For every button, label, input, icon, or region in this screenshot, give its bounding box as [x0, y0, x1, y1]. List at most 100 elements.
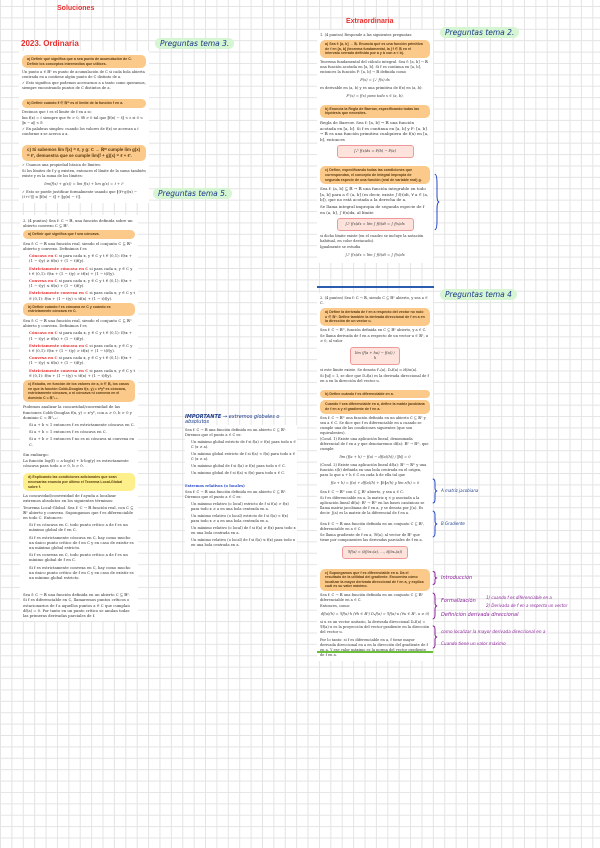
answer-text: si este límite existe. Se denota f'ᵤ(a),… [320, 367, 418, 372]
extremo-item: Un máximo global de f si f(a) ≥ f(x) par… [191, 464, 286, 468]
answer-text: Se llama gradiente de f en a, ∇f(a), al … [320, 532, 423, 542]
theorem-item: Si f es estrictamente cóncava en C, hay … [29, 534, 134, 551]
tag-tema-5: Preguntas tema 5. [153, 188, 233, 199]
question-d: d) Explicando las condiciones adicionale… [23, 473, 135, 492]
condition-1: (Cond. 1) Existe una aplicación lineal, … [320, 436, 429, 451]
question-a: a) Define la derivada de f en a respecto… [320, 308, 430, 326]
question-intro: 1. (4 puntos) Responde a las siguientes … [320, 33, 413, 37]
formula: df(a)(h) = ∇f(a)·h (∀h ∈ ℝⁿ) Dᵤf(a) = ∇f… [320, 611, 430, 616]
question-b: b) Definir cuándo f es cóncava en C y cu… [23, 302, 135, 316]
question-intro: 2. (4 puntos) Sea f: C → ℝ, siendo C ⊆ ℝ… [320, 296, 428, 305]
tema4-section: 2. (4 puntos) Sea f: C → ℝ, siendo C ⊆ ℝ… [317, 293, 433, 661]
brace-icon [432, 478, 438, 504]
extremo-item: Un mínimo relativo (o local) de f si f(a… [191, 538, 295, 547]
def-term: Convexa en C [29, 355, 58, 361]
theorem-item: Si f es convexa en C, todo punto crítico… [29, 552, 128, 563]
answer-text: Si ‖u‖ = 1, se dice que Dᵤf(a) es la der… [320, 373, 429, 383]
formula: f(a + h) = f(a) + df(a)(h) + ‖h‖ε(h) y l… [330, 480, 420, 485]
note-valor-maximo: Cuando tiene un valor máximo [441, 641, 506, 646]
question-intro: 2. (4 puntos) Sea f: C → ℝ, una función … [23, 217, 133, 228]
note-derivada-direccional: Definición derivada direccional [441, 612, 519, 618]
theorem-text: Regla de Barrow. Sea f: [a, b] → ℝ una f… [320, 119, 429, 142]
note-mayor-derivada: como localizar la mayor derivada direcci… [441, 629, 546, 634]
note-condition-1: 1) cuando f es diferenciable en a [486, 595, 552, 600]
tema5-section: 2. (4 puntos) Sea f: C → ℝ, una función … [20, 214, 138, 622]
answer-text: Se llama derivada de f en a respecto de … [320, 333, 429, 343]
def-term: Estrictamente cóncava en C [29, 342, 89, 348]
def-item: Cóncava en C si para cada x, y ∈ C y t ∈… [29, 253, 135, 263]
formula: F'(x) = f(x) para todo x ∈ (a, b). [346, 93, 404, 98]
answer-text: ✓ Esto significa que podemos acercarnos … [22, 81, 146, 91]
answer-text: Sin embargo: [23, 451, 49, 457]
extremo-item: Un máximo global estricto de f si f(a) >… [191, 440, 296, 449]
answer-text: es derivable en (a, b) y es una primitiv… [320, 85, 423, 90]
answer-text: Decimos que ℓ es el límite de f en a si: [22, 109, 92, 114]
left-column: a) Definir qué significa que a sea punto… [19, 51, 149, 622]
answer-text: Si f es diferenciable en a, la matriz q … [320, 495, 425, 515]
extremo-item: Un máximo relativo (o local) de f si f(a… [191, 526, 296, 535]
def-text: si para cada x, y ∈ C y t ∈ (0,1): f(tx … [29, 342, 133, 354]
def-term: Estrictamente convexa en C [29, 290, 89, 296]
answer-text: Sea f: C → ℝ una función definida en un … [185, 428, 287, 437]
barrow-formula: ∫ₐᵇ f(x)dx = F(b) − F(a) [336, 145, 414, 159]
answer-text: ✓ En palabras simples: cuando los valore… [22, 126, 139, 136]
gradient-formula: ∇f(a) = (∂f/∂x₁(a), …, ∂f/∂xₙ(a)) [342, 545, 408, 559]
def-term: Cóncava en C [29, 330, 58, 336]
def-term: Convexa en C [29, 278, 58, 283]
answer-text: Sea f: C → ℝᵐ, función definida en C ⊆ ℝ… [320, 327, 427, 332]
ordinaria-section: a) Definir qué significa que a sea punto… [19, 51, 149, 203]
answer-text: lim f(x) = ℓ siempre que ∀ε > 0, ∃δ > 0 … [22, 115, 144, 125]
def-text: si para cada x, y ∈ C y t ∈ (0,1): f(tx … [29, 265, 133, 276]
def-text: si para cada x, y ∈ C y t ∈ (0,1): f(tx … [29, 253, 133, 264]
formula: ∫ₐᵇ f(x)dx = lím ∫ f(t)dt = ∫ f(x)dx [345, 253, 405, 258]
importante-body: Sea f: C → ℝ una función definida en un … [185, 425, 297, 552]
answer-text: Sea f: C → ℝ una función definida en un … [23, 592, 131, 619]
def-item: Convexa en C si para cada x, y ∈ C y t ∈… [29, 278, 135, 288]
answer-text: Sea f: C → ℝᵐ con C ⊆ ℝⁿ abierto, y sea … [320, 489, 404, 494]
note-condition-2: 2) Derivada de f en a respecto un vector [486, 603, 568, 608]
answer-text: Entonces, como: [320, 603, 351, 608]
importante-section: IMPORTANTE → extremos globales o absolut… [182, 413, 300, 554]
question-b: b) Define cuándo f es diferenciable en a… [320, 389, 430, 399]
note-formalizacion: Formalización [441, 598, 476, 604]
answer-text: Sea f: (a, b] ⊆ ℝ → ℝ una función integr… [320, 186, 429, 203]
def-text: si para cada x, y ∈ C y t ∈ (0,1): f(tx … [29, 355, 132, 366]
answer-text: Por lo tanto: si f es diferenciable en a… [320, 637, 428, 657]
def-term: Estrictamente cóncava en C [29, 265, 89, 271]
note-jacobiana: A matriz jacobiana [441, 488, 479, 493]
formula: lím (f(a + hu) − f(a)) / h [350, 346, 400, 365]
brace-icon [432, 510, 438, 538]
question-c: c) Si sabemos lím f(x) = ℓ, y g: C → ℝᵐ … [22, 144, 146, 161]
tag-tema-4: Preguntas tema 4 [440, 289, 517, 300]
question-a: a) Definir qué significa que a sea punto… [22, 55, 146, 69]
extraordinaria-heading: Extraordinaria [346, 18, 394, 25]
def-item: Estrictamente convexa en C si para cada … [29, 368, 135, 378]
importante-label: IMPORTANTE [185, 414, 222, 420]
formula: ∫ₐᵇ f(x)dx = lím ∫ f(t)dt = ∫ f(x)dx [336, 218, 414, 232]
theorem-text: Teorema fundamental del cálculo integral… [320, 59, 428, 74]
case-item: Si a + b > 1 entonces f no es ni cóncava… [29, 436, 135, 447]
answer-text: La función log(f) = a·log(x) + b·log(y) … [23, 458, 129, 469]
answer-text: ✓ Esto se puede justificar formalmente u… [22, 189, 137, 199]
question-c: c) Supongamos que f es diferenciable en … [320, 568, 430, 591]
ordinaria-heading: 2023. Ordinaria [21, 39, 79, 48]
answer-text: Sea f: C → ℝ una función real, siendo el… [23, 240, 132, 251]
answer-text: Sea f: C → ℝ una función definida en un … [320, 521, 425, 531]
question-c: c) Estudia, en función de los valores de… [23, 380, 135, 403]
brace-icon [434, 172, 440, 232]
divider [317, 651, 433, 653]
formula: lim(f(x) + g(x)) = lim f(x) + lim g(x) =… [44, 181, 124, 186]
def-term: Estrictamente convexa en C [29, 367, 89, 373]
note-gradiente: B Gradiente [441, 521, 465, 526]
answer-text: Un punto a ∈ ℝⁿ es punto de acumulación … [22, 70, 145, 80]
extremo-item: Un mínimo global de f si f(a) ≤ f(x) par… [191, 471, 286, 475]
def-item: Estrictamente convexa en C si para cada … [29, 290, 135, 300]
answer-text: Sea f: C → ℝᵐ una función definida en un… [320, 415, 426, 435]
def-text: si para cada x, y ∈ C y t ∈ (0,1): f(tx … [29, 330, 133, 341]
condition-2: (Cond. 2) Existe una aplicación lineal d… [320, 462, 427, 477]
answer-text: si dicho límite existe (en el cuadro se … [320, 234, 424, 244]
answer-text: Se llama integral impropia de segunda es… [320, 203, 425, 215]
answer-text: Podemos analizar la concavidad/convexida… [23, 404, 132, 420]
answer-text: ✓ Usamos una propiedad básica de límites… [22, 162, 102, 167]
case-item: Si a + b = 1 entonces f es cóncava en C. [29, 429, 107, 435]
